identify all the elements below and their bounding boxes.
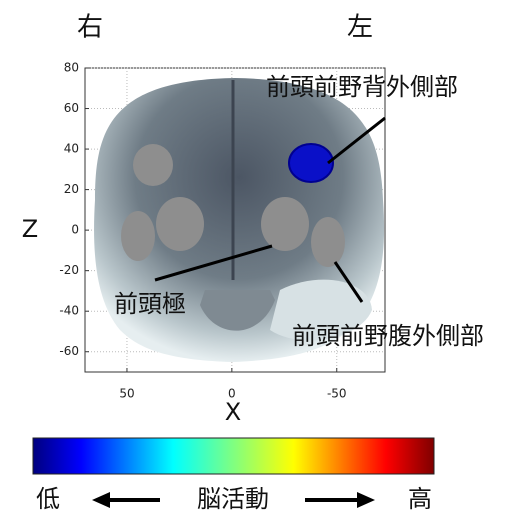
y-tick-label: 60: [64, 101, 79, 115]
x-tick-label: 50: [119, 387, 134, 401]
right-label: 右: [77, 13, 103, 43]
colorbar-title: 脳活動: [197, 485, 269, 513]
x-axis-label: X: [225, 398, 241, 426]
region: [121, 211, 155, 261]
annotation: 前頭極: [114, 290, 186, 318]
figure: 806040200-20-40-60500-50 右 左 Z X 前頭前野背外側…: [0, 0, 530, 519]
y-tick-label: 0: [71, 223, 79, 237]
y-tick-label: -20: [59, 263, 79, 277]
region: [311, 217, 345, 267]
x-tick-label: -50: [327, 387, 347, 401]
annotation: 前頭前野背外側部: [266, 73, 458, 101]
region: [156, 197, 204, 251]
colorbar: [33, 438, 434, 474]
z-axis-label: Z: [22, 215, 38, 243]
region: [261, 197, 309, 251]
left-label: 左: [347, 13, 373, 43]
colorbar-low: 低: [36, 485, 60, 513]
y-tick-label: -40: [59, 304, 79, 318]
region: [133, 144, 173, 186]
activation: [289, 144, 333, 182]
y-tick-label: 40: [64, 142, 79, 156]
y-tick-label: 80: [64, 61, 79, 75]
y-tick-label: -60: [59, 344, 79, 358]
colorbar-high: 高: [408, 485, 432, 513]
annotation: 前頭前野腹外側部: [292, 322, 484, 350]
y-tick-label: 20: [64, 182, 79, 196]
